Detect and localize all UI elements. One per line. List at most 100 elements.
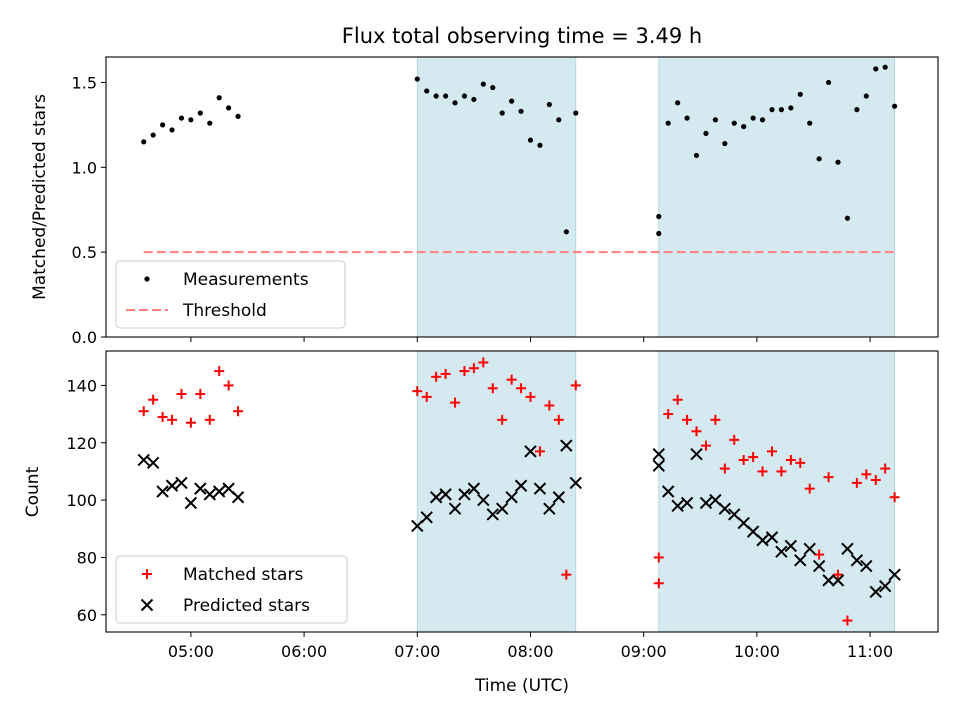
x-tick-label: 05:00 (168, 642, 214, 661)
legend-marker (142, 569, 152, 579)
data-point (851, 477, 862, 488)
data-point (766, 446, 777, 457)
data-point (795, 457, 806, 468)
y-tick-label: 80 (77, 548, 97, 567)
data-point (778, 107, 785, 113)
data-point (741, 123, 747, 130)
data-point (478, 357, 489, 368)
data-point (684, 115, 690, 121)
shaded-interval-2 (658, 56, 896, 338)
data-point (450, 397, 461, 408)
data-point (421, 391, 432, 402)
data-point (452, 100, 458, 106)
data-point (471, 96, 477, 103)
data-point (486, 508, 499, 521)
data-point (480, 81, 486, 87)
data-point (665, 120, 671, 126)
data-point (823, 472, 834, 483)
top-panel: 0.0 0.5 1.0 1.5 Measurements Threshold (72, 56, 939, 347)
data-point (516, 383, 527, 394)
data-point (467, 482, 481, 495)
data-point (138, 406, 149, 417)
data-point (765, 531, 779, 544)
data-point (188, 117, 194, 123)
data-point (835, 159, 841, 165)
data-point (719, 463, 730, 474)
data-point (546, 101, 552, 108)
data-point (785, 454, 796, 465)
data-point (458, 488, 471, 501)
data-point (556, 117, 562, 123)
data-point (527, 137, 534, 143)
data-point (212, 485, 226, 498)
legend-marker (144, 276, 150, 282)
data-point (854, 107, 860, 113)
data-point (880, 463, 891, 474)
data-point (461, 93, 468, 99)
shaded-interval-2 (658, 350, 896, 633)
data-point (700, 440, 711, 451)
data-point (204, 414, 215, 425)
data-point (150, 132, 156, 138)
data-point (560, 439, 573, 452)
data-point (731, 120, 737, 126)
data-point (889, 492, 900, 503)
shaded-interval-1 (416, 56, 577, 338)
x-tick-label: 07:00 (394, 642, 440, 661)
axes-frame (105, 56, 939, 338)
top-y-axis-label: Matched/Predicted stars (30, 94, 50, 300)
data-point (505, 491, 518, 504)
data-point (748, 452, 759, 463)
data-point (439, 488, 452, 501)
data-point (663, 409, 674, 420)
data-point (675, 100, 681, 106)
data-point (729, 434, 740, 445)
legend-label: Threshold (182, 301, 267, 321)
data-point (146, 456, 160, 470)
data-point (703, 130, 709, 136)
data-point (784, 539, 798, 553)
data-point (672, 394, 683, 405)
data-point (718, 502, 732, 515)
data-point (424, 88, 430, 94)
data-point (235, 113, 241, 119)
y-tick-label: 0.0 (72, 328, 97, 347)
data-point (759, 117, 766, 123)
data-point (833, 569, 844, 580)
data-point (429, 491, 443, 504)
data-point (841, 542, 854, 556)
data-point (167, 414, 178, 425)
data-point (653, 578, 664, 589)
data-point (825, 79, 832, 86)
data-point (861, 469, 872, 480)
data-point (769, 107, 775, 113)
data-point (156, 485, 169, 498)
data-point (223, 380, 234, 391)
data-point (226, 105, 232, 111)
data-point (652, 459, 665, 472)
data-point (882, 64, 888, 70)
data-point (178, 115, 185, 121)
data-point (797, 91, 803, 97)
data-point (563, 229, 569, 235)
x-tick-label: 10:00 (734, 642, 780, 661)
bottom-panel: 05:00 06:00 07:00 08:00 09:00 10:00 11:00 60 80 1… (66, 350, 939, 661)
chart-title: Flux total observing time = 3.49 h (342, 24, 702, 48)
data-point (570, 380, 581, 391)
y-tick-label: 0.5 (72, 243, 97, 262)
axes-frame (105, 350, 939, 633)
data-point (776, 466, 787, 477)
data-point (691, 426, 702, 437)
data-point (525, 391, 536, 402)
data-point (197, 110, 203, 116)
data-point (863, 93, 869, 99)
data-point (680, 496, 694, 510)
data-point (194, 482, 207, 495)
data-point (207, 120, 213, 126)
data-point (148, 394, 159, 405)
data-point (534, 446, 545, 457)
x-tick-label: 09:00 (621, 642, 667, 661)
data-point (533, 482, 547, 495)
data-point (495, 502, 509, 515)
